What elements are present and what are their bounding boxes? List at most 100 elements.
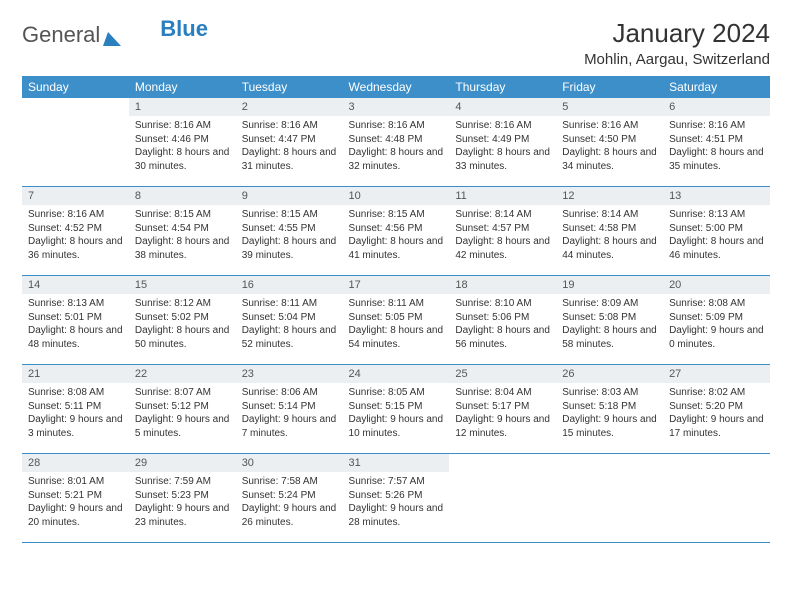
day-number: 17 xyxy=(343,276,450,294)
day-number: 15 xyxy=(129,276,236,294)
day-cell: 7Sunrise: 8:16 AMSunset: 4:52 PMDaylight… xyxy=(22,187,129,276)
day-number: 1 xyxy=(129,98,236,116)
calendar-table: SundayMondayTuesdayWednesdayThursdayFrid… xyxy=(22,76,770,543)
day-cell: 2Sunrise: 8:16 AMSunset: 4:47 PMDaylight… xyxy=(236,98,343,187)
day-cell: 22Sunrise: 8:07 AMSunset: 5:12 PMDayligh… xyxy=(129,365,236,454)
day-details: Sunrise: 8:16 AMSunset: 4:50 PMDaylight:… xyxy=(556,116,663,177)
empty-cell xyxy=(663,454,770,543)
weekday-monday: Monday xyxy=(129,76,236,98)
day-number: 24 xyxy=(343,365,450,383)
weekday-header-row: SundayMondayTuesdayWednesdayThursdayFrid… xyxy=(22,76,770,98)
weekday-saturday: Saturday xyxy=(663,76,770,98)
day-details: Sunrise: 8:16 AMSunset: 4:52 PMDaylight:… xyxy=(22,205,129,266)
week-row: 21Sunrise: 8:08 AMSunset: 5:11 PMDayligh… xyxy=(22,365,770,454)
day-details: Sunrise: 8:16 AMSunset: 4:47 PMDaylight:… xyxy=(236,116,343,177)
day-number: 14 xyxy=(22,276,129,294)
day-number: 9 xyxy=(236,187,343,205)
day-cell: 9Sunrise: 8:15 AMSunset: 4:55 PMDaylight… xyxy=(236,187,343,276)
day-cell: 17Sunrise: 8:11 AMSunset: 5:05 PMDayligh… xyxy=(343,276,450,365)
day-details: Sunrise: 7:59 AMSunset: 5:23 PMDaylight:… xyxy=(129,472,236,533)
day-cell: 16Sunrise: 8:11 AMSunset: 5:04 PMDayligh… xyxy=(236,276,343,365)
day-cell: 6Sunrise: 8:16 AMSunset: 4:51 PMDaylight… xyxy=(663,98,770,187)
weekday-tuesday: Tuesday xyxy=(236,76,343,98)
day-details: Sunrise: 8:13 AMSunset: 5:00 PMDaylight:… xyxy=(663,205,770,266)
day-number: 21 xyxy=(22,365,129,383)
day-number: 8 xyxy=(129,187,236,205)
day-number: 28 xyxy=(22,454,129,472)
logo-sail-icon xyxy=(102,27,122,43)
day-number: 2 xyxy=(236,98,343,116)
day-details: Sunrise: 8:08 AMSunset: 5:09 PMDaylight:… xyxy=(663,294,770,355)
day-cell: 21Sunrise: 8:08 AMSunset: 5:11 PMDayligh… xyxy=(22,365,129,454)
day-cell: 23Sunrise: 8:06 AMSunset: 5:14 PMDayligh… xyxy=(236,365,343,454)
day-details: Sunrise: 8:16 AMSunset: 4:46 PMDaylight:… xyxy=(129,116,236,177)
day-details: Sunrise: 8:14 AMSunset: 4:58 PMDaylight:… xyxy=(556,205,663,266)
day-number: 31 xyxy=(343,454,450,472)
day-number: 16 xyxy=(236,276,343,294)
weekday-sunday: Sunday xyxy=(22,76,129,98)
day-cell: 12Sunrise: 8:14 AMSunset: 4:58 PMDayligh… xyxy=(556,187,663,276)
empty-cell xyxy=(449,454,556,543)
day-cell: 29Sunrise: 7:59 AMSunset: 5:23 PMDayligh… xyxy=(129,454,236,543)
day-number: 23 xyxy=(236,365,343,383)
day-details: Sunrise: 8:10 AMSunset: 5:06 PMDaylight:… xyxy=(449,294,556,355)
day-cell: 26Sunrise: 8:03 AMSunset: 5:18 PMDayligh… xyxy=(556,365,663,454)
day-cell: 15Sunrise: 8:12 AMSunset: 5:02 PMDayligh… xyxy=(129,276,236,365)
day-cell: 28Sunrise: 8:01 AMSunset: 5:21 PMDayligh… xyxy=(22,454,129,543)
day-number: 27 xyxy=(663,365,770,383)
day-details: Sunrise: 8:15 AMSunset: 4:56 PMDaylight:… xyxy=(343,205,450,266)
empty-cell xyxy=(22,98,129,187)
day-cell: 14Sunrise: 8:13 AMSunset: 5:01 PMDayligh… xyxy=(22,276,129,365)
day-details: Sunrise: 8:06 AMSunset: 5:14 PMDaylight:… xyxy=(236,383,343,444)
day-number: 20 xyxy=(663,276,770,294)
day-details: Sunrise: 8:13 AMSunset: 5:01 PMDaylight:… xyxy=(22,294,129,355)
day-number: 29 xyxy=(129,454,236,472)
logo-text-general: General xyxy=(22,22,100,48)
day-number: 7 xyxy=(22,187,129,205)
day-number: 22 xyxy=(129,365,236,383)
day-cell: 24Sunrise: 8:05 AMSunset: 5:15 PMDayligh… xyxy=(343,365,450,454)
day-number: 4 xyxy=(449,98,556,116)
day-details: Sunrise: 8:08 AMSunset: 5:11 PMDaylight:… xyxy=(22,383,129,444)
logo-text-blue: Blue xyxy=(160,16,208,42)
day-number: 18 xyxy=(449,276,556,294)
day-number: 11 xyxy=(449,187,556,205)
header: General Blue January 2024 Mohlin, Aargau… xyxy=(22,18,770,68)
week-row: 1Sunrise: 8:16 AMSunset: 4:46 PMDaylight… xyxy=(22,98,770,187)
day-details: Sunrise: 8:15 AMSunset: 4:54 PMDaylight:… xyxy=(129,205,236,266)
day-cell: 27Sunrise: 8:02 AMSunset: 5:20 PMDayligh… xyxy=(663,365,770,454)
day-number: 19 xyxy=(556,276,663,294)
week-row: 14Sunrise: 8:13 AMSunset: 5:01 PMDayligh… xyxy=(22,276,770,365)
day-number: 25 xyxy=(449,365,556,383)
day-cell: 18Sunrise: 8:10 AMSunset: 5:06 PMDayligh… xyxy=(449,276,556,365)
day-number: 5 xyxy=(556,98,663,116)
day-number: 6 xyxy=(663,98,770,116)
day-cell: 3Sunrise: 8:16 AMSunset: 4:48 PMDaylight… xyxy=(343,98,450,187)
day-cell: 10Sunrise: 8:15 AMSunset: 4:56 PMDayligh… xyxy=(343,187,450,276)
day-number: 3 xyxy=(343,98,450,116)
day-details: Sunrise: 8:03 AMSunset: 5:18 PMDaylight:… xyxy=(556,383,663,444)
day-details: Sunrise: 8:07 AMSunset: 5:12 PMDaylight:… xyxy=(129,383,236,444)
logo: General Blue xyxy=(22,18,208,48)
day-details: Sunrise: 8:16 AMSunset: 4:51 PMDaylight:… xyxy=(663,116,770,177)
day-details: Sunrise: 8:02 AMSunset: 5:20 PMDaylight:… xyxy=(663,383,770,444)
day-details: Sunrise: 7:57 AMSunset: 5:26 PMDaylight:… xyxy=(343,472,450,533)
day-number: 30 xyxy=(236,454,343,472)
day-cell: 19Sunrise: 8:09 AMSunset: 5:08 PMDayligh… xyxy=(556,276,663,365)
week-row: 7Sunrise: 8:16 AMSunset: 4:52 PMDaylight… xyxy=(22,187,770,276)
day-details: Sunrise: 8:05 AMSunset: 5:15 PMDaylight:… xyxy=(343,383,450,444)
day-details: Sunrise: 8:04 AMSunset: 5:17 PMDaylight:… xyxy=(449,383,556,444)
day-details: Sunrise: 7:58 AMSunset: 5:24 PMDaylight:… xyxy=(236,472,343,533)
day-number: 13 xyxy=(663,187,770,205)
week-row: 28Sunrise: 8:01 AMSunset: 5:21 PMDayligh… xyxy=(22,454,770,543)
day-cell: 5Sunrise: 8:16 AMSunset: 4:50 PMDaylight… xyxy=(556,98,663,187)
day-details: Sunrise: 8:15 AMSunset: 4:55 PMDaylight:… xyxy=(236,205,343,266)
day-cell: 30Sunrise: 7:58 AMSunset: 5:24 PMDayligh… xyxy=(236,454,343,543)
day-cell: 31Sunrise: 7:57 AMSunset: 5:26 PMDayligh… xyxy=(343,454,450,543)
location: Mohlin, Aargau, Switzerland xyxy=(584,51,770,68)
day-details: Sunrise: 8:16 AMSunset: 4:49 PMDaylight:… xyxy=(449,116,556,177)
day-number: 10 xyxy=(343,187,450,205)
day-details: Sunrise: 8:11 AMSunset: 5:04 PMDaylight:… xyxy=(236,294,343,355)
empty-cell xyxy=(556,454,663,543)
month-title: January 2024 xyxy=(584,18,770,49)
